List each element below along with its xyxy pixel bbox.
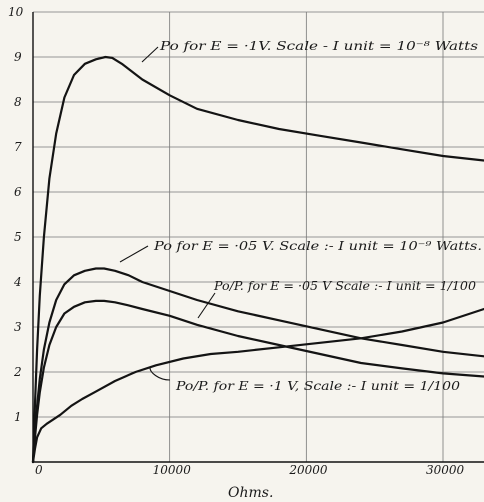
y-tick-label: 2 — [13, 365, 22, 379]
annotation-leader-1 — [141, 46, 159, 63]
x-tick-label: 0 — [35, 463, 43, 477]
y-tick-label: 1 — [14, 410, 22, 424]
y-tick-label: 9 — [14, 50, 22, 64]
y-tick-label: 4 — [13, 275, 22, 289]
x-axis-title: Ohms. — [228, 485, 273, 501]
y-tick-label: 10 — [8, 5, 24, 19]
y-tick-label: 6 — [14, 185, 22, 199]
annotation-leader-3 — [197, 292, 216, 319]
annotation-text: Po for E = ·1V. Scale - I unit = 10⁻⁸ Wa… — [159, 39, 478, 53]
y-tick-label: 5 — [14, 230, 22, 244]
x-tick-label: 30000 — [426, 463, 465, 477]
annotation-leader-2 — [119, 245, 149, 263]
series-line-3 — [31, 299, 484, 464]
series-line-4 — [31, 307, 484, 464]
x-tick-label: 20000 — [288, 463, 328, 477]
y-tick-label: 7 — [14, 140, 22, 154]
x-tick-label: 10000 — [153, 463, 192, 477]
annotation-text: Po/P. for E = ·1 V, Scale :- I unit = 1/… — [175, 379, 461, 393]
y-tick-label: 3 — [14, 320, 22, 334]
annotation-text: Po for E = ·05 V. Scale :- I unit = 10⁻⁹… — [153, 239, 482, 253]
y-tick-label: 8 — [14, 95, 22, 109]
annotation-text: Po/P. for E = ·05 V Scale :- I unit = 1/… — [213, 279, 476, 293]
series-line-2 — [31, 267, 484, 464]
annotation-leader-4 — [149, 367, 171, 381]
series-line-1 — [31, 55, 484, 464]
